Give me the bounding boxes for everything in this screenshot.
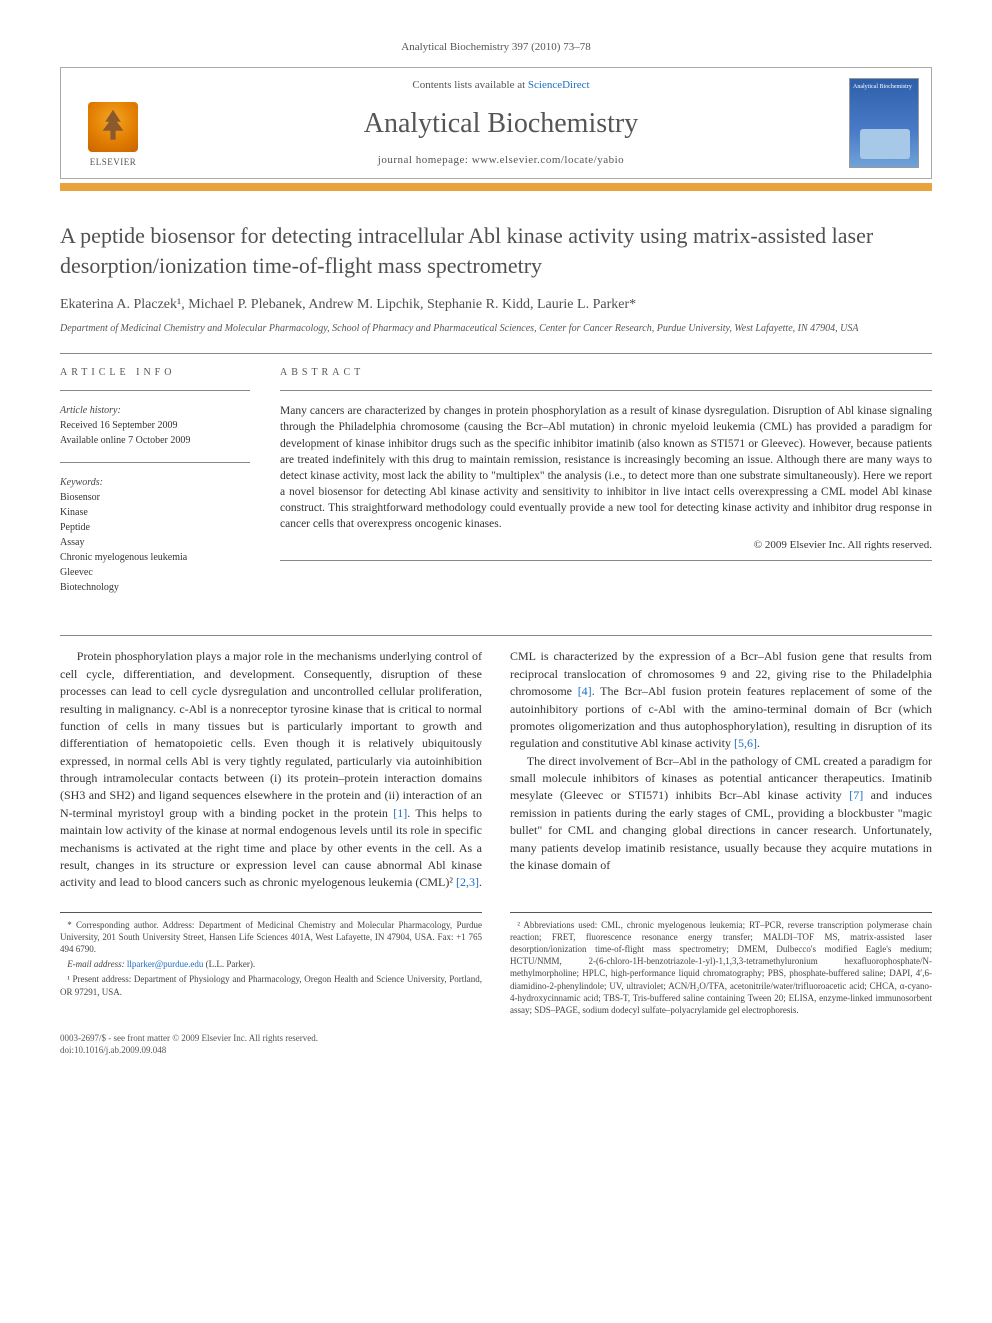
body-paragraph: The direct involvement of Bcr–Abl in the… xyxy=(510,753,932,875)
article-history: Article history: Received 16 September 2… xyxy=(60,403,250,448)
email-suffix: (L.L. Parker). xyxy=(203,959,255,969)
keyword: Kinase xyxy=(60,505,250,520)
info-abstract-row: ARTICLE INFO Article history: Received 1… xyxy=(60,366,932,609)
abbreviations-note: ² Abbreviations used: CML, chronic myelo… xyxy=(510,919,932,1016)
present-address-note: ¹ Present address: Department of Physiol… xyxy=(60,973,482,997)
section-divider xyxy=(60,353,932,354)
footnote-right-col: ² Abbreviations used: CML, chronic myelo… xyxy=(510,912,932,1019)
citation-link[interactable]: [4] xyxy=(578,684,592,698)
sciencedirect-link[interactable]: ScienceDirect xyxy=(528,79,590,91)
keywords-block: Keywords: Biosensor Kinase Peptide Assay… xyxy=(60,475,250,595)
journal-header-box: ELSEVIER Contents lists available at Sci… xyxy=(60,67,932,179)
journal-cover: Analytical Biochemistry xyxy=(849,78,919,168)
running-head: Analytical Biochemistry 397 (2010) 73–78 xyxy=(60,40,932,55)
body-span: to blood cancers such as chronic myeloge… xyxy=(142,875,456,889)
body-span: . xyxy=(757,736,760,750)
abstract-copyright: © 2009 Elsevier Inc. All rights reserved… xyxy=(280,538,932,553)
elsevier-label: ELSEVIER xyxy=(90,156,137,169)
body-span: Protein phosphorylation plays a major ro… xyxy=(60,649,482,820)
abstract-heading: ABSTRACT xyxy=(280,366,932,380)
body-divider xyxy=(60,635,932,636)
contents-prefix: Contents lists available at xyxy=(412,79,527,91)
bottom-copyright: 0003-2697/$ - see front matter © 2009 El… xyxy=(60,1033,932,1056)
journal-title: Analytical Biochemistry xyxy=(153,104,849,143)
info-divider xyxy=(60,390,250,391)
email-label: E-mail address: xyxy=(67,959,127,969)
article-info-column: ARTICLE INFO Article history: Received 1… xyxy=(60,366,250,609)
citation-link[interactable]: [7] xyxy=(849,788,863,802)
citation-link[interactable]: [1] xyxy=(393,806,407,820)
body-text: Protein phosphorylation plays a major ro… xyxy=(60,648,932,891)
elsevier-tree-icon xyxy=(88,102,138,152)
citation-link[interactable]: [5,6] xyxy=(734,736,757,750)
contents-line: Contents lists available at ScienceDirec… xyxy=(153,78,849,93)
online-date: Available online 7 October 2009 xyxy=(60,433,250,448)
abstract-column: ABSTRACT Many cancers are characterized … xyxy=(280,366,932,609)
keyword: Biotechnology xyxy=(60,580,250,595)
footnotes: * Corresponding author. Address: Departm… xyxy=(60,912,932,1019)
corresponding-author-note: * Corresponding author. Address: Departm… xyxy=(60,919,482,955)
homepage-url[interactable]: www.elsevier.com/locate/yabio xyxy=(472,154,624,166)
citation-link[interactable]: [2,3] xyxy=(456,875,479,889)
keywords-label: Keywords: xyxy=(60,475,250,490)
cover-text: Analytical Biochemistry xyxy=(853,84,912,90)
cover-thumbnail: Analytical Biochemistry xyxy=(849,78,919,168)
header-center: Contents lists available at ScienceDirec… xyxy=(153,78,849,168)
doi-line: doi:10.1016/j.ab.2009.09.048 xyxy=(60,1045,932,1057)
front-matter-line: 0003-2697/$ - see front matter © 2009 El… xyxy=(60,1033,932,1045)
orange-divider-bar xyxy=(60,183,932,191)
info-heading: ARTICLE INFO xyxy=(60,366,250,380)
email-line: E-mail address: llparker@purdue.edu (L.L… xyxy=(60,958,482,970)
author-list: Ekaterina A. Placzek¹, Michael P. Pleban… xyxy=(60,295,932,315)
keyword: Peptide xyxy=(60,520,250,535)
publisher-logo: ELSEVIER xyxy=(73,78,153,168)
abstract-text: Many cancers are characterized by change… xyxy=(280,403,932,532)
abstract-end-divider xyxy=(280,560,932,561)
keyword: Assay xyxy=(60,535,250,550)
abstract-divider xyxy=(280,390,932,391)
keyword: Chronic myelogenous leukemia xyxy=(60,550,250,565)
email-link[interactable]: llparker@purdue.edu xyxy=(127,959,204,969)
affiliation: Department of Medicinal Chemistry and Mo… xyxy=(60,322,932,335)
history-label: Article history: xyxy=(60,403,250,418)
footnote-left-col: * Corresponding author. Address: Departm… xyxy=(60,912,482,1019)
homepage-line: journal homepage: www.elsevier.com/locat… xyxy=(153,153,849,168)
keyword: Gleevec xyxy=(60,565,250,580)
keyword: Biosensor xyxy=(60,490,250,505)
homepage-prefix: journal homepage: xyxy=(378,154,472,166)
info-divider xyxy=(60,462,250,463)
article-title: A peptide biosensor for detecting intrac… xyxy=(60,221,932,280)
received-date: Received 16 September 2009 xyxy=(60,418,250,433)
